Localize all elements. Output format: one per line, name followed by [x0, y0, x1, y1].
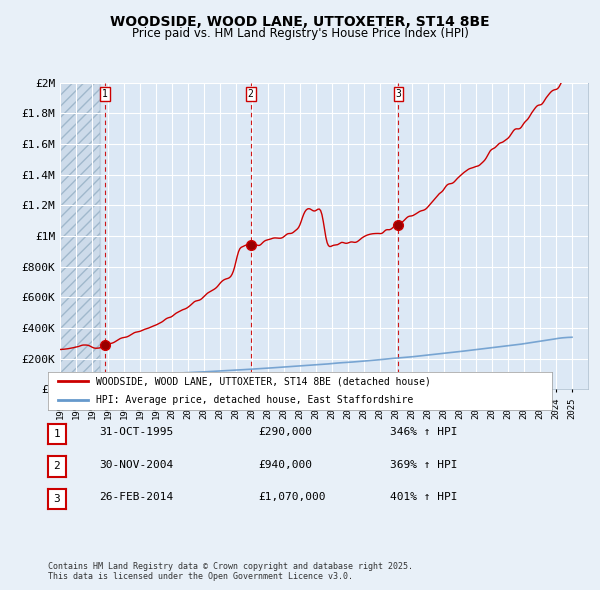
Text: WOODSIDE, WOOD LANE, UTTOXETER, ST14 8BE (detached house): WOODSIDE, WOOD LANE, UTTOXETER, ST14 8BE…	[96, 376, 431, 386]
Text: Contains HM Land Registry data © Crown copyright and database right 2025.
This d: Contains HM Land Registry data © Crown c…	[48, 562, 413, 581]
Text: 31-OCT-1995: 31-OCT-1995	[99, 428, 173, 437]
Text: 1: 1	[53, 429, 61, 439]
Text: 3: 3	[395, 88, 401, 99]
Text: £1,070,000: £1,070,000	[258, 493, 325, 502]
Text: 2: 2	[248, 88, 254, 99]
Text: 2: 2	[53, 461, 61, 471]
Text: 1: 1	[103, 88, 108, 99]
Text: £290,000: £290,000	[258, 428, 312, 437]
Text: £940,000: £940,000	[258, 460, 312, 470]
Text: 401% ↑ HPI: 401% ↑ HPI	[390, 493, 458, 502]
Text: 346% ↑ HPI: 346% ↑ HPI	[390, 428, 458, 437]
Text: 30-NOV-2004: 30-NOV-2004	[99, 460, 173, 470]
Text: 26-FEB-2014: 26-FEB-2014	[99, 493, 173, 502]
Text: 3: 3	[53, 494, 61, 504]
Text: HPI: Average price, detached house, East Staffordshire: HPI: Average price, detached house, East…	[96, 395, 413, 405]
Text: 369% ↑ HPI: 369% ↑ HPI	[390, 460, 458, 470]
Text: Price paid vs. HM Land Registry's House Price Index (HPI): Price paid vs. HM Land Registry's House …	[131, 27, 469, 40]
Text: WOODSIDE, WOOD LANE, UTTOXETER, ST14 8BE: WOODSIDE, WOOD LANE, UTTOXETER, ST14 8BE	[110, 15, 490, 29]
